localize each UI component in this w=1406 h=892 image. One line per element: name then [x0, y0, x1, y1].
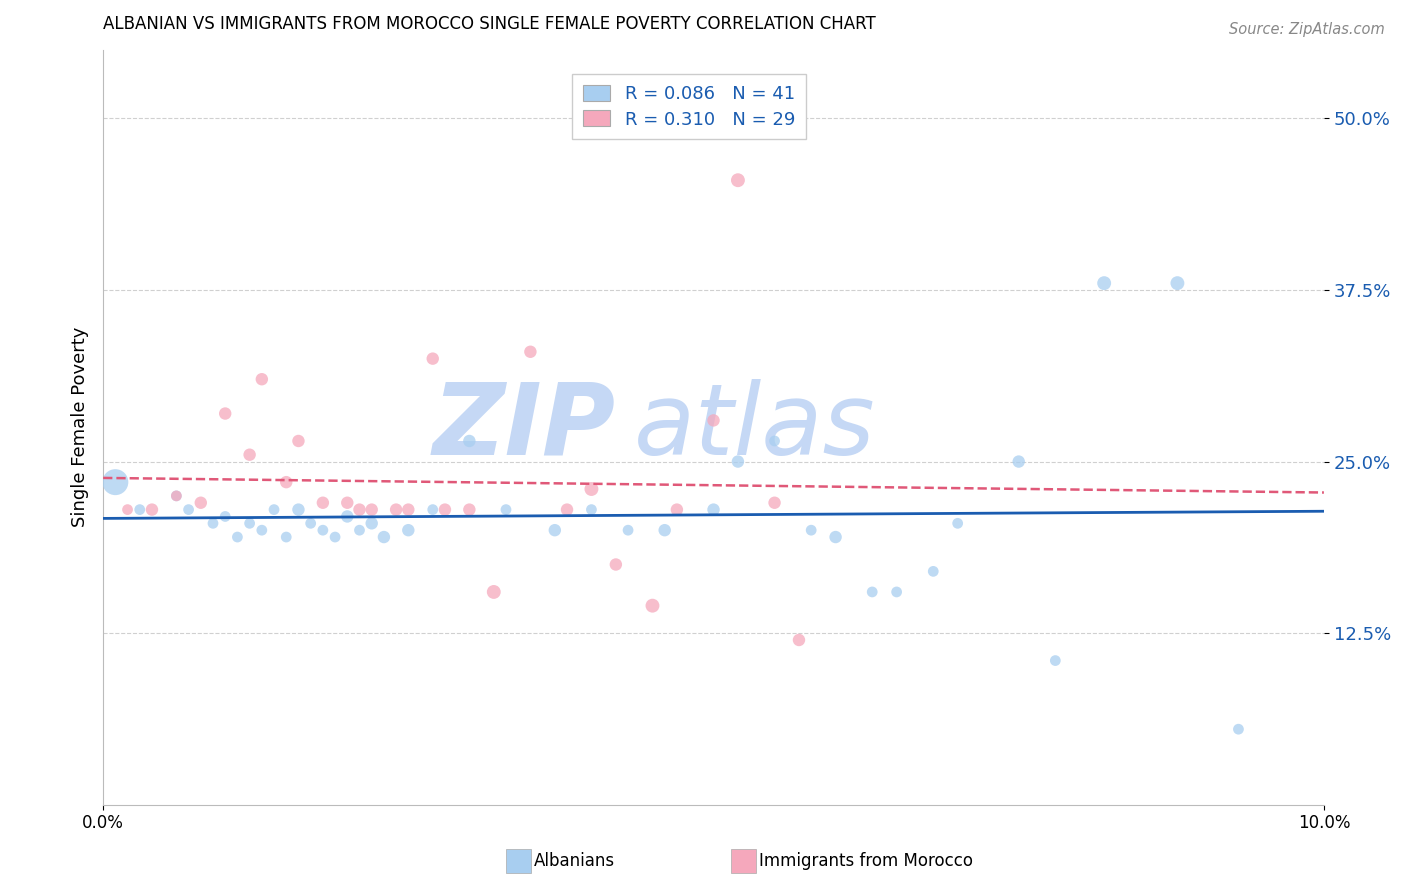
Point: [165, 489, 187, 503]
Point: [665, 502, 688, 516]
Point: [214, 509, 236, 524]
Point: [336, 496, 359, 510]
Point: [276, 475, 298, 490]
Point: [336, 509, 359, 524]
Point: [946, 516, 969, 531]
Point: [458, 434, 481, 448]
Point: [1227, 722, 1250, 736]
Point: [349, 523, 371, 537]
Point: [824, 530, 846, 544]
Point: [360, 502, 382, 516]
Point: [250, 372, 273, 386]
Point: [727, 173, 749, 187]
Point: [312, 523, 335, 537]
Point: [555, 502, 578, 516]
Point: [581, 502, 603, 516]
Point: [299, 516, 322, 531]
Point: [287, 434, 309, 448]
Point: [276, 530, 298, 544]
Point: [165, 489, 187, 503]
Point: [922, 565, 945, 579]
Point: [422, 351, 444, 366]
Point: [860, 585, 883, 599]
FancyBboxPatch shape: [506, 849, 531, 873]
Point: [654, 523, 676, 537]
Point: [323, 530, 346, 544]
Legend: R = 0.086   N = 41, R = 0.310   N = 29: R = 0.086 N = 41, R = 0.310 N = 29: [572, 74, 806, 139]
Point: [117, 502, 139, 516]
Text: ZIP: ZIP: [433, 379, 616, 475]
Point: [349, 502, 371, 516]
Point: [617, 523, 640, 537]
Point: [1045, 654, 1067, 668]
Point: [287, 502, 309, 516]
Point: [360, 516, 382, 531]
Point: [641, 599, 664, 613]
Point: [201, 516, 224, 531]
Point: [226, 530, 249, 544]
FancyBboxPatch shape: [731, 849, 756, 873]
Text: Immigrants from Morocco: Immigrants from Morocco: [759, 853, 973, 871]
Point: [214, 407, 236, 421]
Point: [1166, 276, 1188, 290]
Point: [385, 502, 408, 516]
Point: [250, 523, 273, 537]
Text: Albanians: Albanians: [534, 853, 616, 871]
Point: [239, 448, 262, 462]
Point: [702, 413, 724, 427]
Point: [128, 502, 150, 516]
Point: [727, 454, 749, 468]
Text: Source: ZipAtlas.com: Source: ZipAtlas.com: [1229, 22, 1385, 37]
Point: [800, 523, 823, 537]
Point: [141, 502, 163, 516]
Point: [787, 632, 810, 647]
Text: atlas: atlas: [634, 379, 876, 475]
Point: [495, 502, 517, 516]
Point: [190, 496, 212, 510]
Point: [396, 523, 419, 537]
Point: [422, 502, 444, 516]
Point: [544, 523, 567, 537]
Point: [312, 496, 335, 510]
Point: [458, 502, 481, 516]
Point: [605, 558, 627, 572]
Point: [263, 502, 285, 516]
Point: [886, 585, 908, 599]
Point: [1092, 276, 1115, 290]
Point: [702, 502, 724, 516]
Point: [1008, 454, 1031, 468]
Point: [519, 344, 541, 359]
Point: [239, 516, 262, 531]
Y-axis label: Single Female Poverty: Single Female Poverty: [72, 327, 89, 527]
Point: [482, 585, 505, 599]
Point: [373, 530, 395, 544]
Point: [581, 482, 603, 496]
Point: [433, 502, 456, 516]
Point: [396, 502, 419, 516]
Point: [104, 475, 127, 490]
Point: [763, 434, 786, 448]
Text: ALBANIAN VS IMMIGRANTS FROM MOROCCO SINGLE FEMALE POVERTY CORRELATION CHART: ALBANIAN VS IMMIGRANTS FROM MOROCCO SING…: [103, 15, 876, 33]
Point: [763, 496, 786, 510]
Point: [177, 502, 200, 516]
